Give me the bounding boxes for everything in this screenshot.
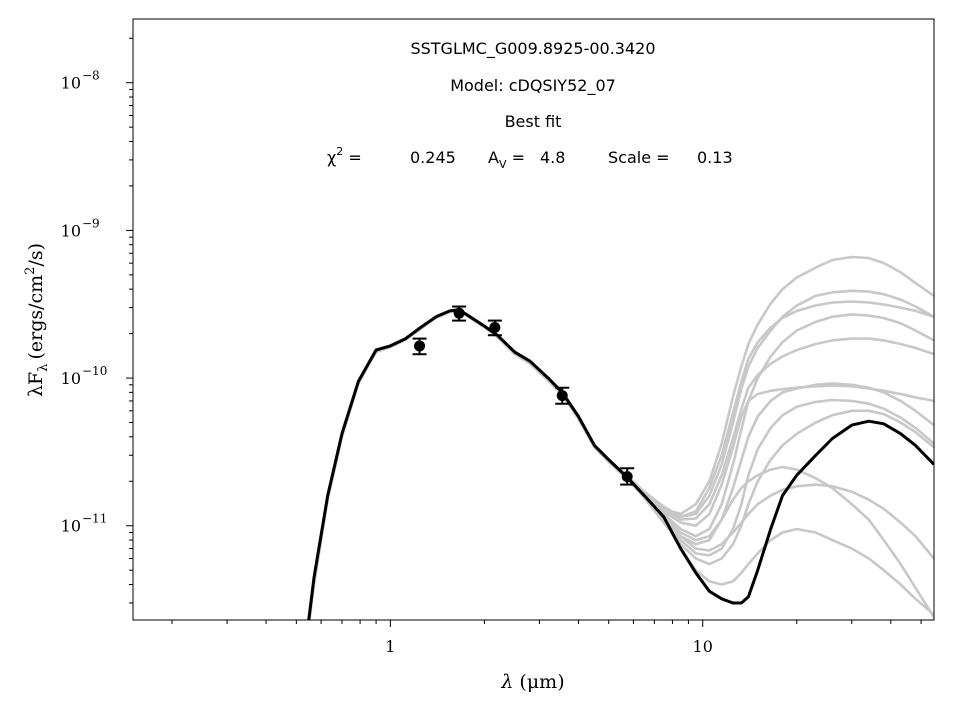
data-point-2	[453, 307, 465, 319]
scale-value: 0.13	[697, 148, 733, 167]
best-fit-curve	[307, 308, 934, 620]
y-tick-exponent: −8	[82, 69, 100, 83]
y-tick-label: 10	[61, 369, 81, 388]
x-axis-lambda: λ	[500, 671, 513, 693]
best-fit-curve-group	[307, 308, 934, 620]
y-tick-label: 10	[61, 517, 81, 536]
data-point-4	[556, 390, 568, 402]
model-name-annotation: Model: cDQSIY52_07	[450, 76, 616, 96]
x-axis-ticks: 1 10	[171, 620, 922, 656]
chi-squared-label: χ2 =	[327, 145, 362, 167]
extinction-label: AV =	[488, 148, 525, 171]
av-equals: =	[506, 148, 525, 167]
chi-superscript: 2	[336, 145, 343, 158]
y-tick-label: 10	[61, 221, 81, 240]
y-tick-exponent: −9	[82, 216, 100, 230]
data-point-5	[621, 471, 633, 483]
source-name-annotation: SSTGLMC_G009.8925-00.3420	[410, 39, 655, 59]
y-tick-exponent: −10	[82, 364, 107, 378]
y-axis-prefix: λF	[25, 372, 47, 397]
y-tick-exponent: −11	[82, 512, 107, 526]
x-axis-title: λ (μm)	[500, 671, 564, 693]
chi-symbol: χ	[327, 148, 336, 167]
chi-equals: =	[343, 148, 362, 167]
av-letter: A	[488, 148, 499, 167]
scale-label: Scale =	[608, 148, 670, 167]
y-axis-subscript: λ	[36, 364, 51, 372]
best-fit-annotation: Best fit	[505, 112, 562, 131]
x-tick-label: 1	[385, 637, 395, 656]
av-subscript: V	[499, 158, 507, 171]
observed-data-points	[412, 305, 635, 486]
x-tick-label: 10	[693, 637, 713, 656]
y-tick-label: 10	[61, 74, 81, 93]
y-axis-unit-close: /s)	[25, 243, 47, 267]
y-axis-superscript: 2	[23, 267, 38, 275]
x-axis-unit: (μm)	[519, 671, 564, 693]
chi-squared-value: 0.245	[410, 148, 456, 167]
y-axis-title: λFλ (ergs/cm2/s)	[23, 243, 51, 397]
data-point-1	[414, 340, 426, 352]
data-point-3	[489, 321, 501, 333]
y-axis-unit-open: (ergs/cm	[25, 275, 47, 360]
extinction-value: 4.8	[540, 148, 565, 167]
plot-frame	[132, 18, 935, 621]
